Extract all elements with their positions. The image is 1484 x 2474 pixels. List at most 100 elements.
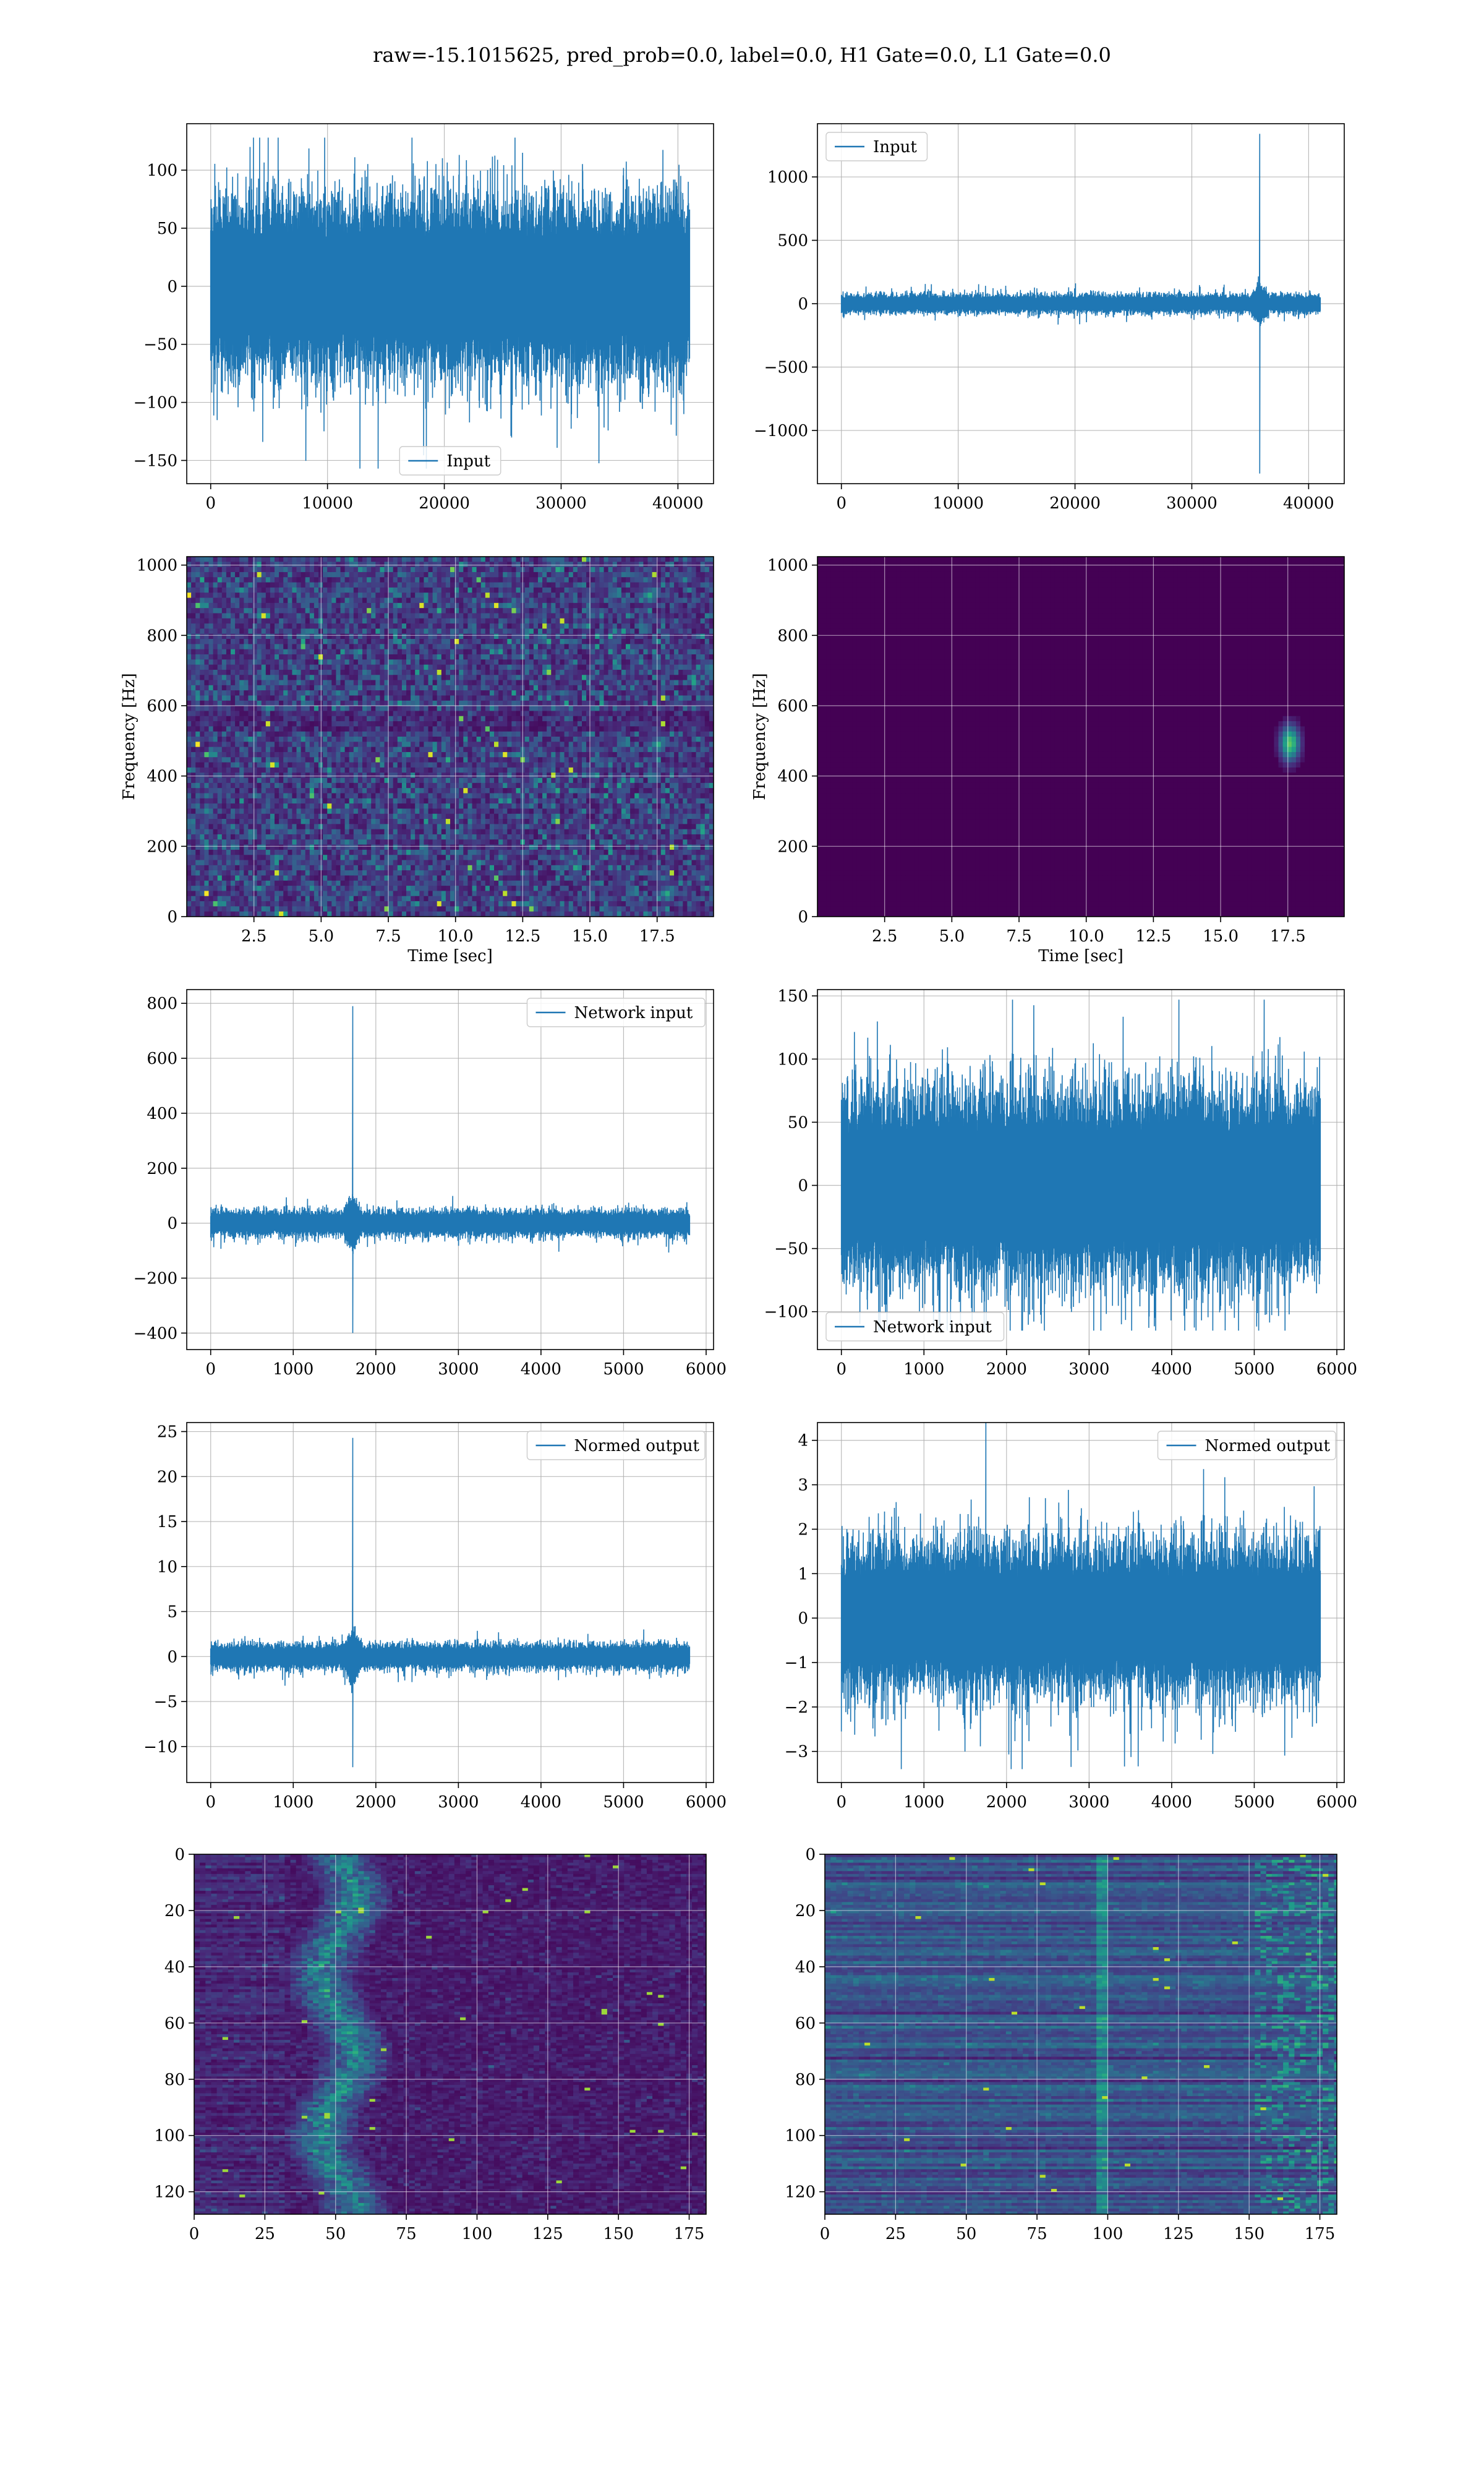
x-tick-label: 0 xyxy=(836,494,846,513)
x-tick-label: 4000 xyxy=(1151,1360,1192,1379)
y-tick-label: 100 xyxy=(154,2127,185,2146)
x-axis-label: Time [sec] xyxy=(407,947,493,965)
y-tick-label: 1 xyxy=(798,1565,808,1583)
x-tick-label: 0 xyxy=(205,1793,216,1812)
y-tick-label: 10 xyxy=(157,1558,177,1577)
heatmap-cells xyxy=(187,557,714,917)
y-axis-label: Frequency [Hz] xyxy=(751,673,769,800)
heatmap-cells xyxy=(194,1854,706,2214)
legend-label: Normed output xyxy=(1205,1437,1331,1455)
subplot-p41: 0 25 50 75 100 125 150 175 0 20 40 60 80 100 120 xyxy=(785,1846,1337,2243)
x-tick-label: 6000 xyxy=(1316,1360,1357,1379)
x-tick-label: 6000 xyxy=(686,1360,727,1379)
x-tick-label: 40000 xyxy=(652,494,704,513)
legend-label: Network input xyxy=(873,1318,992,1337)
y-tick-label: 80 xyxy=(164,2071,185,2089)
y-tick-label: 600 xyxy=(147,697,177,716)
y-tick-label: 500 xyxy=(777,232,808,250)
y-tick-label: −3 xyxy=(785,1743,808,1761)
y-tick-label: 120 xyxy=(154,2183,185,2202)
y-tick-label: 600 xyxy=(777,697,808,716)
y-tick-label: 100 xyxy=(147,161,177,180)
x-tick-label: 2000 xyxy=(356,1793,396,1812)
x-tick-label: 175 xyxy=(674,2225,705,2243)
y-tick-label: 25 xyxy=(157,1423,177,1442)
axes-frame xyxy=(824,1854,1337,2215)
y-tick-label: −2 xyxy=(785,1698,808,1717)
y-tick-label: 800 xyxy=(777,627,808,645)
x-tick-label: 0 xyxy=(205,1360,216,1379)
y-tick-label: 120 xyxy=(785,2183,816,2202)
x-tick-label: 75 xyxy=(396,2225,417,2243)
y-tick-label: 40 xyxy=(164,1958,185,1977)
axes-frame xyxy=(186,1422,714,1783)
x-tick-label: 17.5 xyxy=(639,927,675,946)
series-line xyxy=(840,999,1321,1331)
x-tick-label: 10000 xyxy=(302,494,353,513)
legend-label: Normed output xyxy=(574,1437,700,1455)
x-tick-label: 17.5 xyxy=(1270,927,1306,946)
series-line xyxy=(210,1437,691,1768)
x-axis-label: Time [sec] xyxy=(1038,947,1124,965)
x-tick-label: 6000 xyxy=(686,1793,727,1812)
subplot-p40: 0 25 50 75 100 125 150 175 0 20 40 60 80 100 120 xyxy=(154,1846,707,2243)
x-tick-label: 12.5 xyxy=(1135,927,1171,946)
legend: Normed output xyxy=(526,1431,706,1460)
x-tick-label: 5000 xyxy=(603,1360,644,1379)
y-tick-label: 0 xyxy=(798,1177,808,1196)
y-tick-label: 600 xyxy=(147,1050,177,1068)
x-tick-label: 100 xyxy=(1093,2225,1124,2243)
y-tick-label: 400 xyxy=(777,768,808,786)
x-tick-label: 5000 xyxy=(1234,1793,1274,1812)
y-tick-label: −500 xyxy=(764,358,808,377)
x-tick-label: 50 xyxy=(325,2225,346,2243)
x-tick-label: 175 xyxy=(1305,2225,1336,2243)
x-tick-label: 150 xyxy=(1234,2225,1264,2243)
y-tick-label: 0 xyxy=(167,1215,177,1233)
y-tick-label: 4 xyxy=(798,1432,808,1450)
x-tick-label: 125 xyxy=(1163,2225,1194,2243)
axes-frame xyxy=(817,556,1345,917)
legend-label: Network input xyxy=(574,1004,693,1022)
x-tick-label: 15.0 xyxy=(1203,927,1239,946)
x-tick-label: 2000 xyxy=(356,1360,396,1379)
x-tick-label: 10.0 xyxy=(1068,927,1104,946)
legend: Input xyxy=(825,132,928,161)
x-tick-label: 1000 xyxy=(273,1793,313,1812)
y-tick-label: 60 xyxy=(795,2014,816,2033)
subplot-p30: 0 1000 2000 3000 4000 5000 6000 −10 −5 0 5 10 15 20 25… xyxy=(143,1422,727,1812)
axes-frame xyxy=(817,989,1345,1350)
y-tick-label: 200 xyxy=(147,837,177,856)
y-tick-label: 20 xyxy=(164,1902,185,1920)
y-tick-label: 150 xyxy=(777,987,808,1006)
x-tick-label: 2.5 xyxy=(241,927,267,946)
y-tick-label: 400 xyxy=(147,1105,177,1123)
subplot-p11: 2.5 5.0 7.5 10.0 12.5 15.0 17.5 0 200 400 600 800 10… xyxy=(751,556,1345,965)
x-tick-label: 15.0 xyxy=(572,927,608,946)
legend: Input xyxy=(399,446,501,476)
y-tick-label: 0 xyxy=(167,908,177,927)
x-tick-label: 7.5 xyxy=(1006,927,1031,946)
legend: Network input xyxy=(825,1312,1005,1342)
axes-frame xyxy=(186,556,714,917)
x-tick-label: 20000 xyxy=(419,494,470,513)
axes-frame xyxy=(817,1422,1345,1783)
y-tick-label: 5 xyxy=(167,1603,177,1622)
y-tick-label: 60 xyxy=(164,2014,185,2033)
figure-title: raw=-15.1015625, pred_prob=0.0, label=0.… xyxy=(373,43,1111,67)
y-tick-label: 100 xyxy=(785,2127,816,2146)
x-tick-label: 125 xyxy=(532,2225,563,2243)
x-tick-label: 0 xyxy=(836,1793,846,1812)
y-tick-label: 1000 xyxy=(137,557,177,575)
series-line xyxy=(210,1006,691,1333)
y-tick-label: 1000 xyxy=(767,168,808,187)
subplot-p31: 0 1000 2000 3000 4000 5000 6000 −3 −2 −1 0 1 2 3 4 Norm… xyxy=(785,1422,1357,1812)
x-tick-label: 30000 xyxy=(535,494,587,513)
y-tick-label: −5 xyxy=(154,1693,177,1711)
y-tick-label: 50 xyxy=(157,220,177,238)
x-tick-label: 4000 xyxy=(521,1360,561,1379)
x-tick-label: 3000 xyxy=(1068,1793,1109,1812)
y-tick-label: −200 xyxy=(134,1269,177,1288)
y-tick-label: 3 xyxy=(798,1476,808,1495)
x-tick-label: 100 xyxy=(462,2225,493,2243)
